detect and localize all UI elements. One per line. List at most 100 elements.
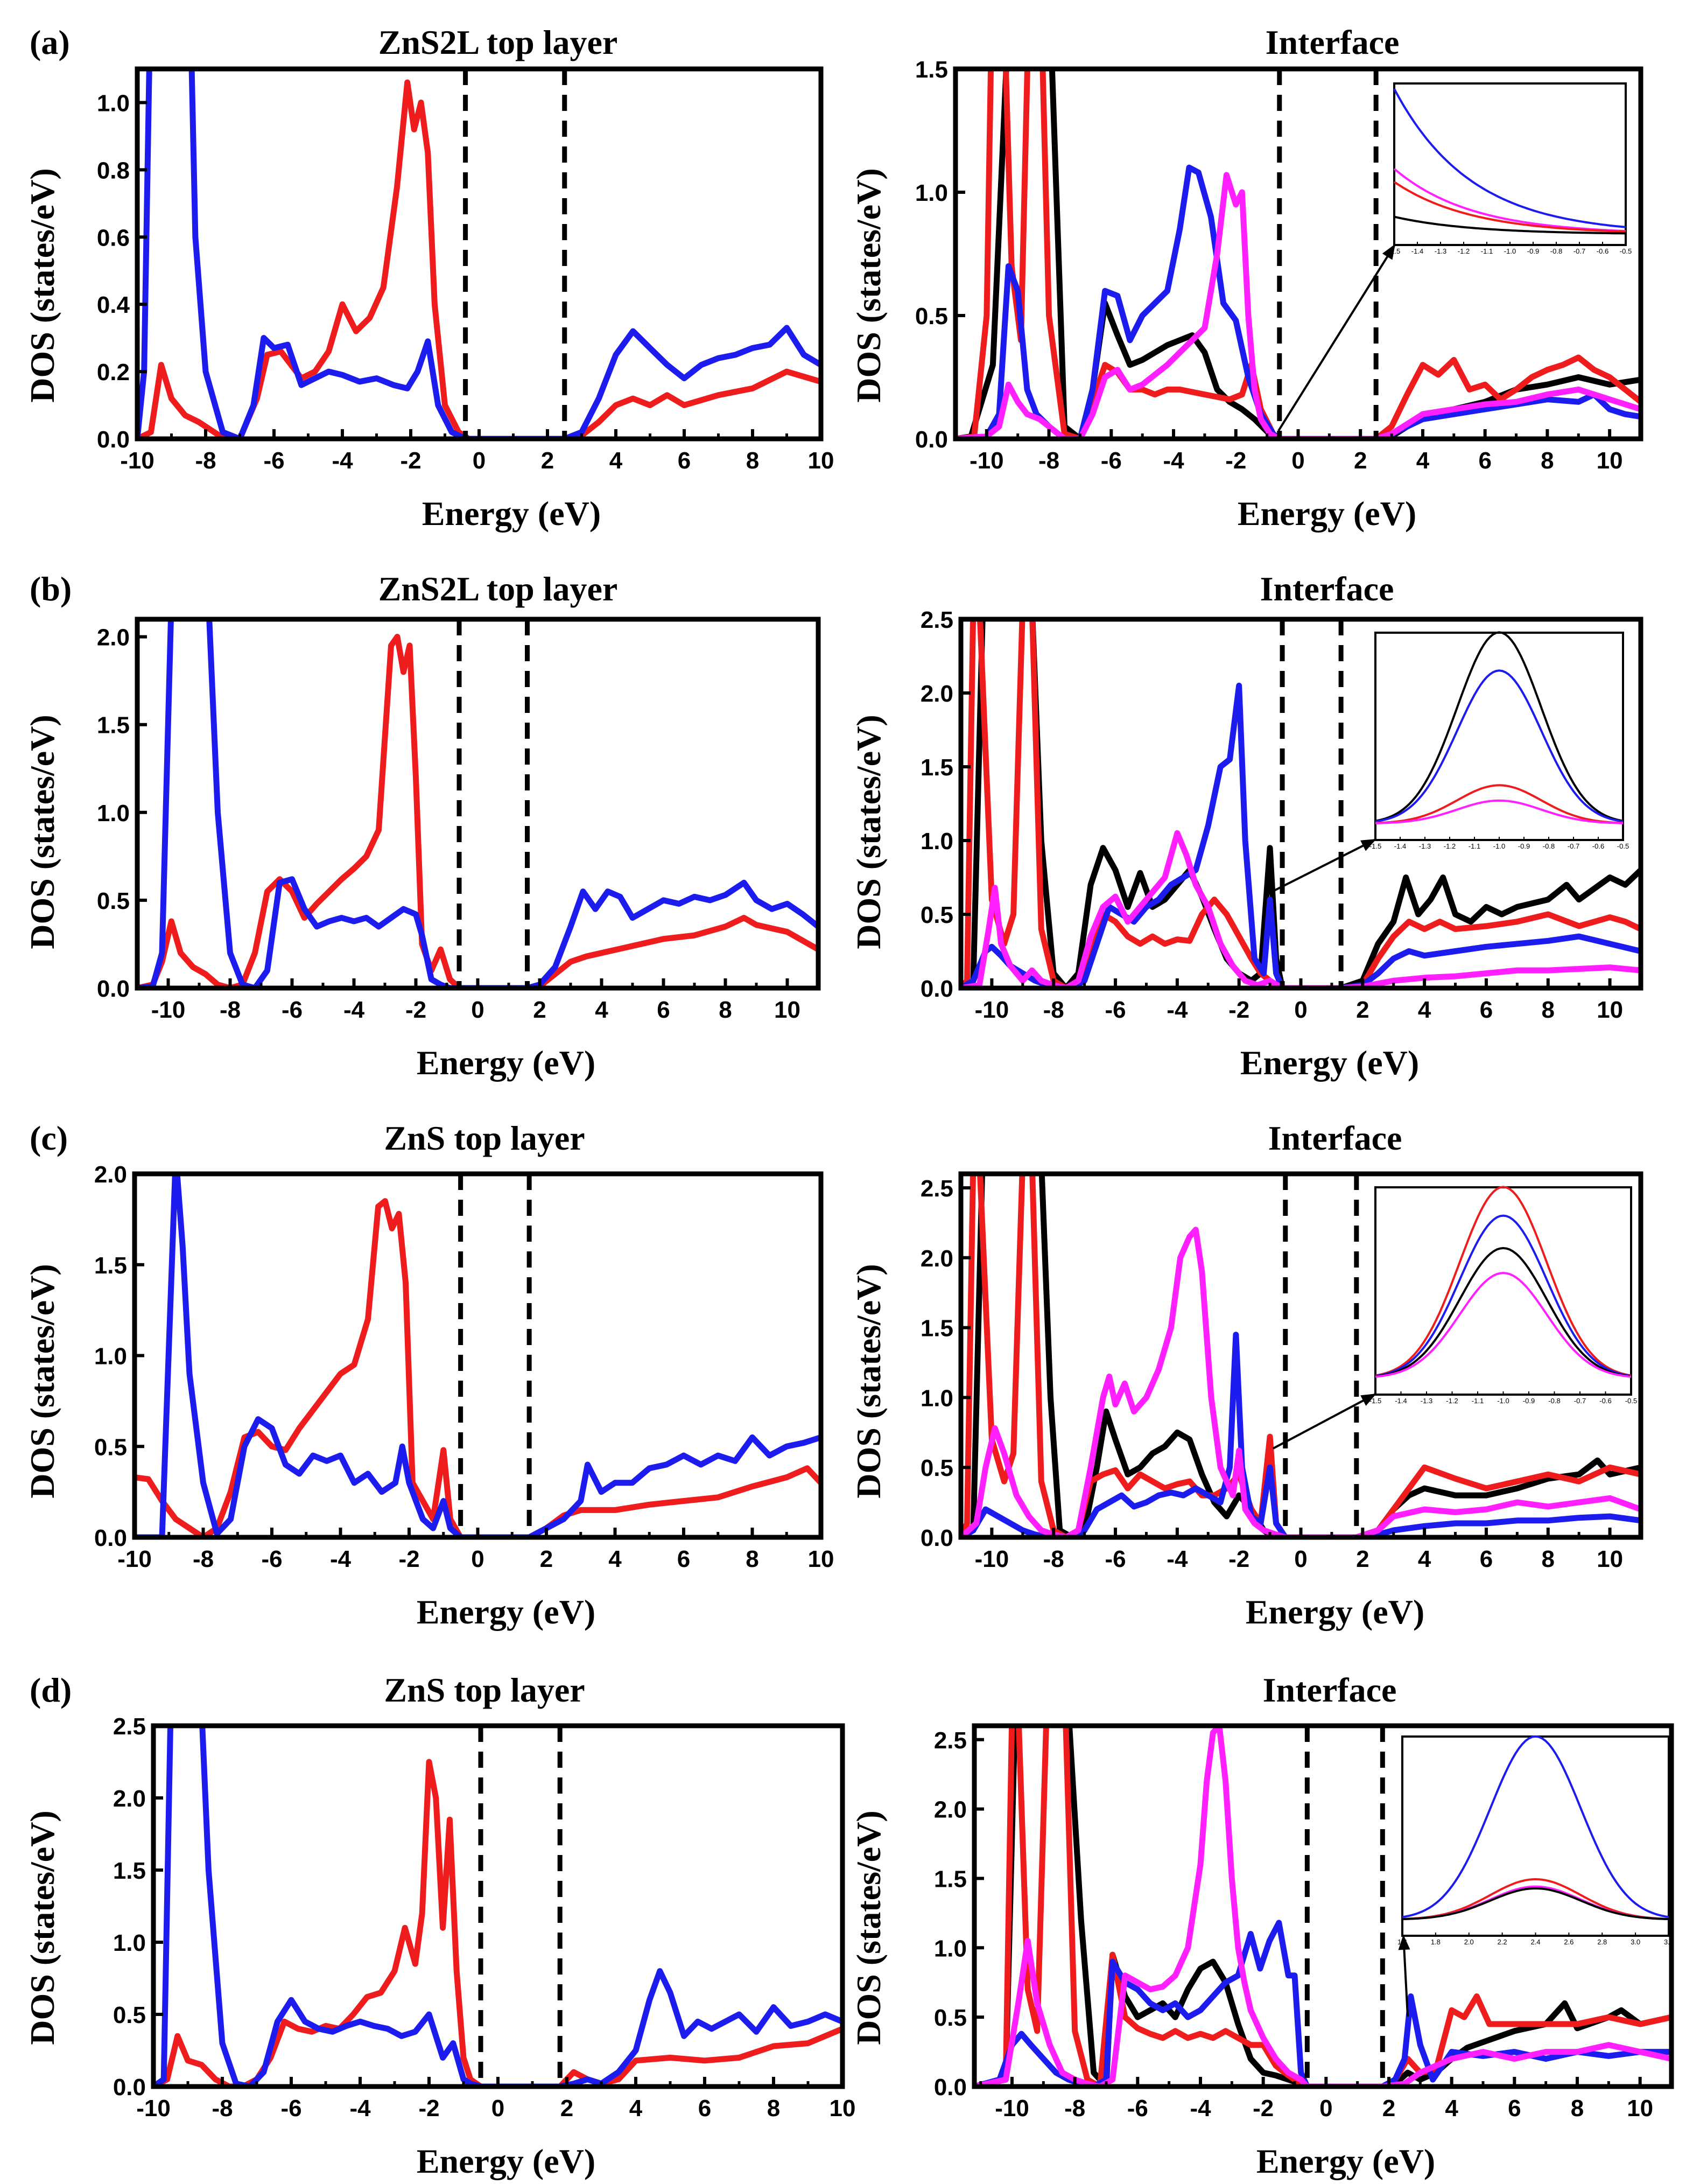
inset-x-tick-label: -0.8: [1543, 842, 1555, 850]
x-tick-label: 4: [608, 1546, 622, 1572]
zoom-arrow-head: [1398, 1935, 1410, 1950]
x-tick-label: -2: [1225, 447, 1246, 474]
series-line-red: [974, 1726, 1671, 2087]
panel-a-left: (a) ZnS2L top layer Energy (eV) DOS (sta…: [23, 23, 834, 533]
inset-line-red: [1375, 1186, 1632, 1377]
x-tick-label: 8: [746, 447, 759, 474]
x-tick-label: -4: [332, 447, 353, 474]
x-axis-label: Energy (eV): [1238, 494, 1416, 533]
chart-title: ZnS2L top layer: [378, 23, 618, 61]
y-tick-label: 0.0: [97, 426, 130, 453]
x-tick-label: -4: [1167, 997, 1188, 1023]
inset-x-tick-label: -0.7: [1574, 1397, 1586, 1405]
y-tick-label: 0.8: [97, 157, 130, 184]
y-tick-label: 0.5: [934, 2005, 967, 2031]
x-tick-label: 0: [471, 1546, 484, 1572]
inset-x-tick-label: -1.2: [1458, 247, 1470, 255]
x-tick-label: 10: [1597, 1546, 1623, 1572]
x-tick-label: 4: [1418, 1546, 1431, 1572]
y-axis-label: DOS (states/eV): [23, 1264, 61, 1498]
inset-x-tick-label: -1.4: [1395, 1397, 1407, 1405]
y-tick-label: 1.0: [97, 800, 130, 827]
x-tick-label: -6: [1127, 2095, 1148, 2122]
x-tick-label: 2: [1354, 447, 1367, 474]
chart-title: ZnS2L top layer: [378, 570, 618, 608]
x-tick-label: 2: [533, 997, 546, 1023]
x-tick-label: -8: [1043, 1546, 1064, 1572]
inset-x-tick-label: -1.1: [1472, 1397, 1484, 1405]
x-tick-label: -4: [1167, 1546, 1188, 1572]
x-tick-label: 2: [541, 447, 554, 474]
y-tick-label: 2.5: [113, 1713, 146, 1740]
inset-x-tick-label: -1.0: [1504, 247, 1516, 255]
series-group: [153, 1726, 842, 2087]
x-tick-label: -6: [282, 997, 303, 1023]
x-tick-label: 10: [1597, 997, 1623, 1023]
zoom-arrow: [1273, 1392, 1377, 1450]
plot-area: -10 -8 -6 -4 -2 0 2 4 6 8 10 0.0 0.5 1.0 1.5 2.0: [97, 617, 821, 1023]
x-tick-label: 2: [1356, 1546, 1369, 1572]
y-tick-label: 0.5: [94, 1434, 127, 1460]
y-axis-label: DOS (states/eV): [23, 1810, 61, 2045]
x-tick-label: -8: [1043, 997, 1064, 1023]
y-axis-label: DOS (states/eV): [849, 168, 888, 402]
inset-x-tick-label: 2.0: [1464, 1938, 1474, 1946]
series-group: [956, 69, 1641, 439]
inset-x-tick-label: -1.3: [1419, 842, 1431, 850]
x-tick-label: -2: [1228, 1546, 1249, 1572]
inset-x-tick-label: -0.8: [1550, 247, 1562, 255]
x-tick-label: 8: [1541, 447, 1554, 474]
x-tick-label: 0: [473, 447, 486, 474]
chart-title: Interface: [1266, 23, 1400, 61]
x-tick-label: 0: [1319, 2095, 1332, 2122]
x-tick-label: -2: [418, 2095, 439, 2122]
series-group: [137, 619, 818, 988]
panel-c-left: (c) ZnS top layer Energy (eV) DOS (state…: [23, 1119, 834, 1631]
x-tick-label: 10: [808, 1546, 834, 1572]
y-tick-label: 2.0: [94, 1161, 127, 1188]
series-line-blue: [153, 1726, 842, 2087]
plot-frame: [135, 66, 824, 442]
inset-line-magenta: [1375, 1272, 1632, 1378]
inset-x-tick-label: 3.2: [1664, 1938, 1674, 1946]
inset-x-tick-label: -0.6: [1599, 1397, 1611, 1405]
x-tick-label: -2: [400, 447, 421, 474]
inset-x-tick-label: -1.1: [1469, 842, 1480, 850]
plot-area: -10 -8 -6 -4 -2 0 2 4 6 8 10 0.0 0.2 0.4 0.6 0.8 1.0: [97, 66, 834, 474]
x-tick-label: -8: [193, 1546, 214, 1572]
inset-line-blue: [1375, 669, 1624, 823]
x-tick-label: -6: [1105, 997, 1126, 1023]
zoom-arrow-head: [1382, 244, 1395, 260]
x-tick-label: -8: [212, 2095, 233, 2122]
inset-x-tick-label: -0.9: [1523, 1397, 1535, 1405]
series-line-red: [961, 1174, 1641, 1537]
inset-x-tick-label: -1.5: [1369, 1397, 1381, 1405]
inset-x-tick-label: -1.0: [1493, 842, 1505, 850]
inset-x-tick-label: -0.7: [1568, 842, 1579, 850]
plot-area: -10 -8 -6 -4 -2 0 2 4 6 8 10 0.0 0.5 1.0 1.5 2.0: [94, 1161, 834, 1572]
y-tick-label: 1.0: [921, 828, 953, 855]
inset-x-tick-label: -1.2: [1446, 1397, 1458, 1405]
x-tick-label: -10: [995, 2095, 1029, 2122]
x-tick-label: 2: [1356, 997, 1369, 1023]
plot-area: -10 -8 -6 -4 -2 0 2 4 6 8 10 0.0 0.5 1.0 1.5 2.0 2.5: [113, 1713, 856, 2122]
x-axis-label: Energy (eV): [1256, 2142, 1435, 2180]
panel-d-right: Interface Energy (eV) DOS (states/eV) -1…: [849, 1671, 1674, 2180]
x-tick-label: 0: [471, 997, 484, 1023]
inset-x-tick-label: -0.9: [1518, 842, 1530, 850]
x-axis-label: Energy (eV): [1240, 1044, 1419, 1082]
series-line-red: [956, 69, 1641, 439]
x-tick-label: -2: [1228, 997, 1249, 1023]
x-tick-label: 10: [1627, 2095, 1653, 2122]
y-tick-label: 1.5: [921, 1315, 953, 1342]
x-tick-label: 2: [1382, 2095, 1395, 2122]
x-tick-label: 4: [1416, 447, 1430, 474]
series-group: [135, 1174, 821, 1537]
series-line-black: [961, 1174, 1641, 1537]
inset-line-red: [1375, 784, 1624, 824]
y-tick-label: 1.0: [915, 180, 948, 206]
inset-x-tick-label: -1.3: [1421, 1397, 1432, 1405]
x-tick-label: 0: [1291, 447, 1304, 474]
x-tick-label: -10: [120, 447, 154, 474]
y-tick-label: 0.0: [94, 1525, 127, 1551]
